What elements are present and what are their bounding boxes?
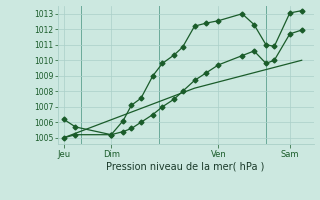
X-axis label: Pression niveau de la mer( hPa ): Pression niveau de la mer( hPa ) (107, 161, 265, 171)
